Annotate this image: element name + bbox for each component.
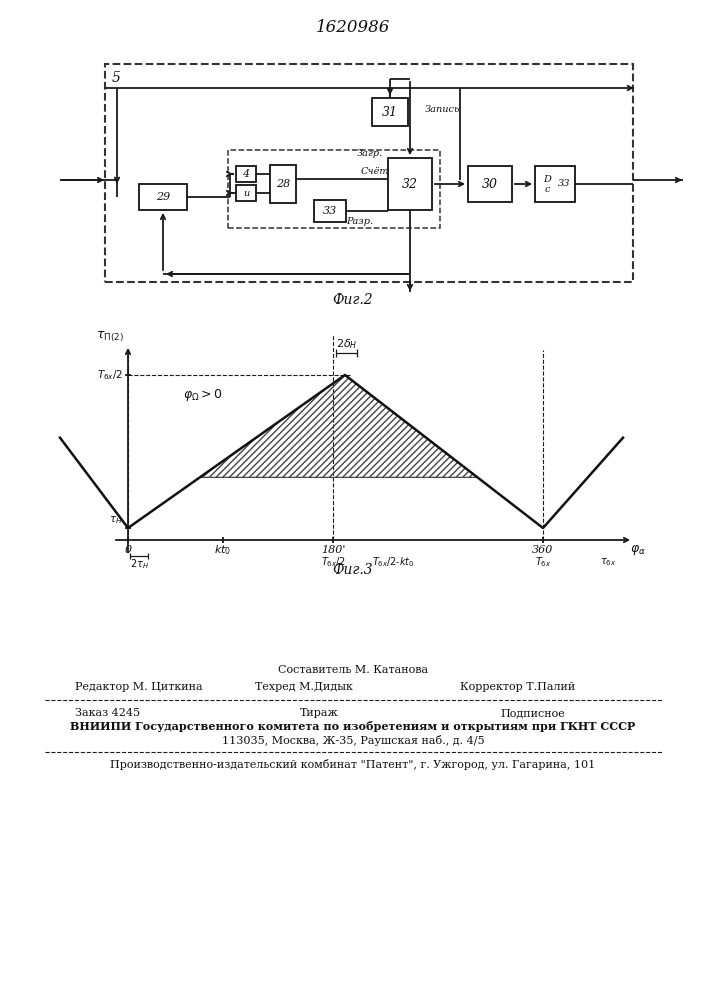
Text: Загр.: Загр.: [357, 148, 383, 157]
Text: $2\delta_H$: $2\delta_H$: [336, 337, 357, 351]
Text: 29: 29: [156, 192, 170, 202]
Bar: [236, 185, 256, 201]
Bar: [372, 98, 408, 126]
Text: $T_{6x}$: $T_{6x}$: [534, 555, 551, 569]
Bar: [388, 158, 432, 210]
Text: 360: 360: [532, 545, 554, 555]
Text: $\varphi_{\alpha}$: $\varphi_{\alpha}$: [630, 543, 646, 557]
Text: ВНИИПИ Государственного комитета по изобретениям и открытиям при ГКНТ СССР: ВНИИПИ Государственного комитета по изоб…: [71, 722, 636, 732]
Text: 33: 33: [558, 180, 571, 188]
Bar: [270, 165, 296, 203]
Text: c: c: [544, 184, 550, 194]
Bar: [314, 200, 346, 222]
Text: Заказ 4245: Заказ 4245: [75, 708, 140, 718]
Text: $\tau_{\Pi(2)}$: $\tau_{\Pi(2)}$: [96, 330, 124, 344]
Text: 113035, Москва, Ж-35, Раушская наб., д. 4/5: 113035, Москва, Ж-35, Раушская наб., д. …: [222, 734, 484, 746]
Bar: [228, 150, 440, 228]
Text: Фиг.3: Фиг.3: [333, 563, 373, 577]
Text: $T_{6x}/2$-$kt_0$: $T_{6x}/2$-$kt_0$: [372, 555, 414, 569]
Text: Составитель М. Катанова: Составитель М. Катанова: [278, 665, 428, 675]
Text: 33: 33: [323, 206, 337, 216]
Text: Запись: Запись: [425, 105, 460, 114]
Text: Подписное: Подписное: [500, 708, 565, 718]
Text: 31: 31: [382, 105, 398, 118]
Text: u: u: [243, 188, 249, 198]
Text: $\tau_{6x}$: $\tau_{6x}$: [600, 556, 616, 568]
Text: 1620986: 1620986: [316, 19, 390, 36]
Text: Техред М.Дидык: Техред М.Дидык: [255, 682, 353, 692]
Text: 30: 30: [482, 178, 498, 190]
Text: 28: 28: [276, 179, 290, 189]
Text: Производственно-издательский комбинат "Патент", г. Ужгород, ул. Гагарина, 101: Производственно-издательский комбинат "П…: [110, 760, 595, 770]
Bar: [535, 166, 575, 202]
Text: $T_{6x}/2$: $T_{6x}/2$: [97, 368, 123, 382]
Text: $kt_0$: $kt_0$: [214, 543, 232, 557]
Text: 5: 5: [112, 71, 121, 85]
Text: D: D: [543, 176, 551, 184]
Text: 32: 32: [402, 178, 418, 190]
Text: Тираж: Тираж: [300, 708, 339, 718]
Text: $2\tau_H$: $2\tau_H$: [129, 557, 148, 571]
Text: Корректор Т.Палий: Корректор Т.Палий: [460, 682, 575, 692]
Text: $\tau_H$: $\tau_H$: [110, 514, 123, 526]
Bar: [468, 166, 512, 202]
Text: $T_{6x}/2$: $T_{6x}/2$: [320, 555, 346, 569]
Bar: [105, 64, 633, 282]
Text: $\varphi_{\Omega} > 0$: $\varphi_{\Omega} > 0$: [183, 387, 223, 403]
Text: Разр.: Разр.: [346, 217, 373, 226]
Text: Фиг.2: Фиг.2: [333, 293, 373, 307]
Text: Редактор М. Циткина: Редактор М. Циткина: [75, 682, 203, 692]
Bar: [139, 184, 187, 210]
Text: 180': 180': [321, 545, 345, 555]
Text: 0: 0: [124, 545, 132, 555]
Text: Счёт: Счёт: [361, 166, 390, 176]
Text: 4: 4: [243, 169, 250, 179]
Bar: [236, 166, 256, 182]
